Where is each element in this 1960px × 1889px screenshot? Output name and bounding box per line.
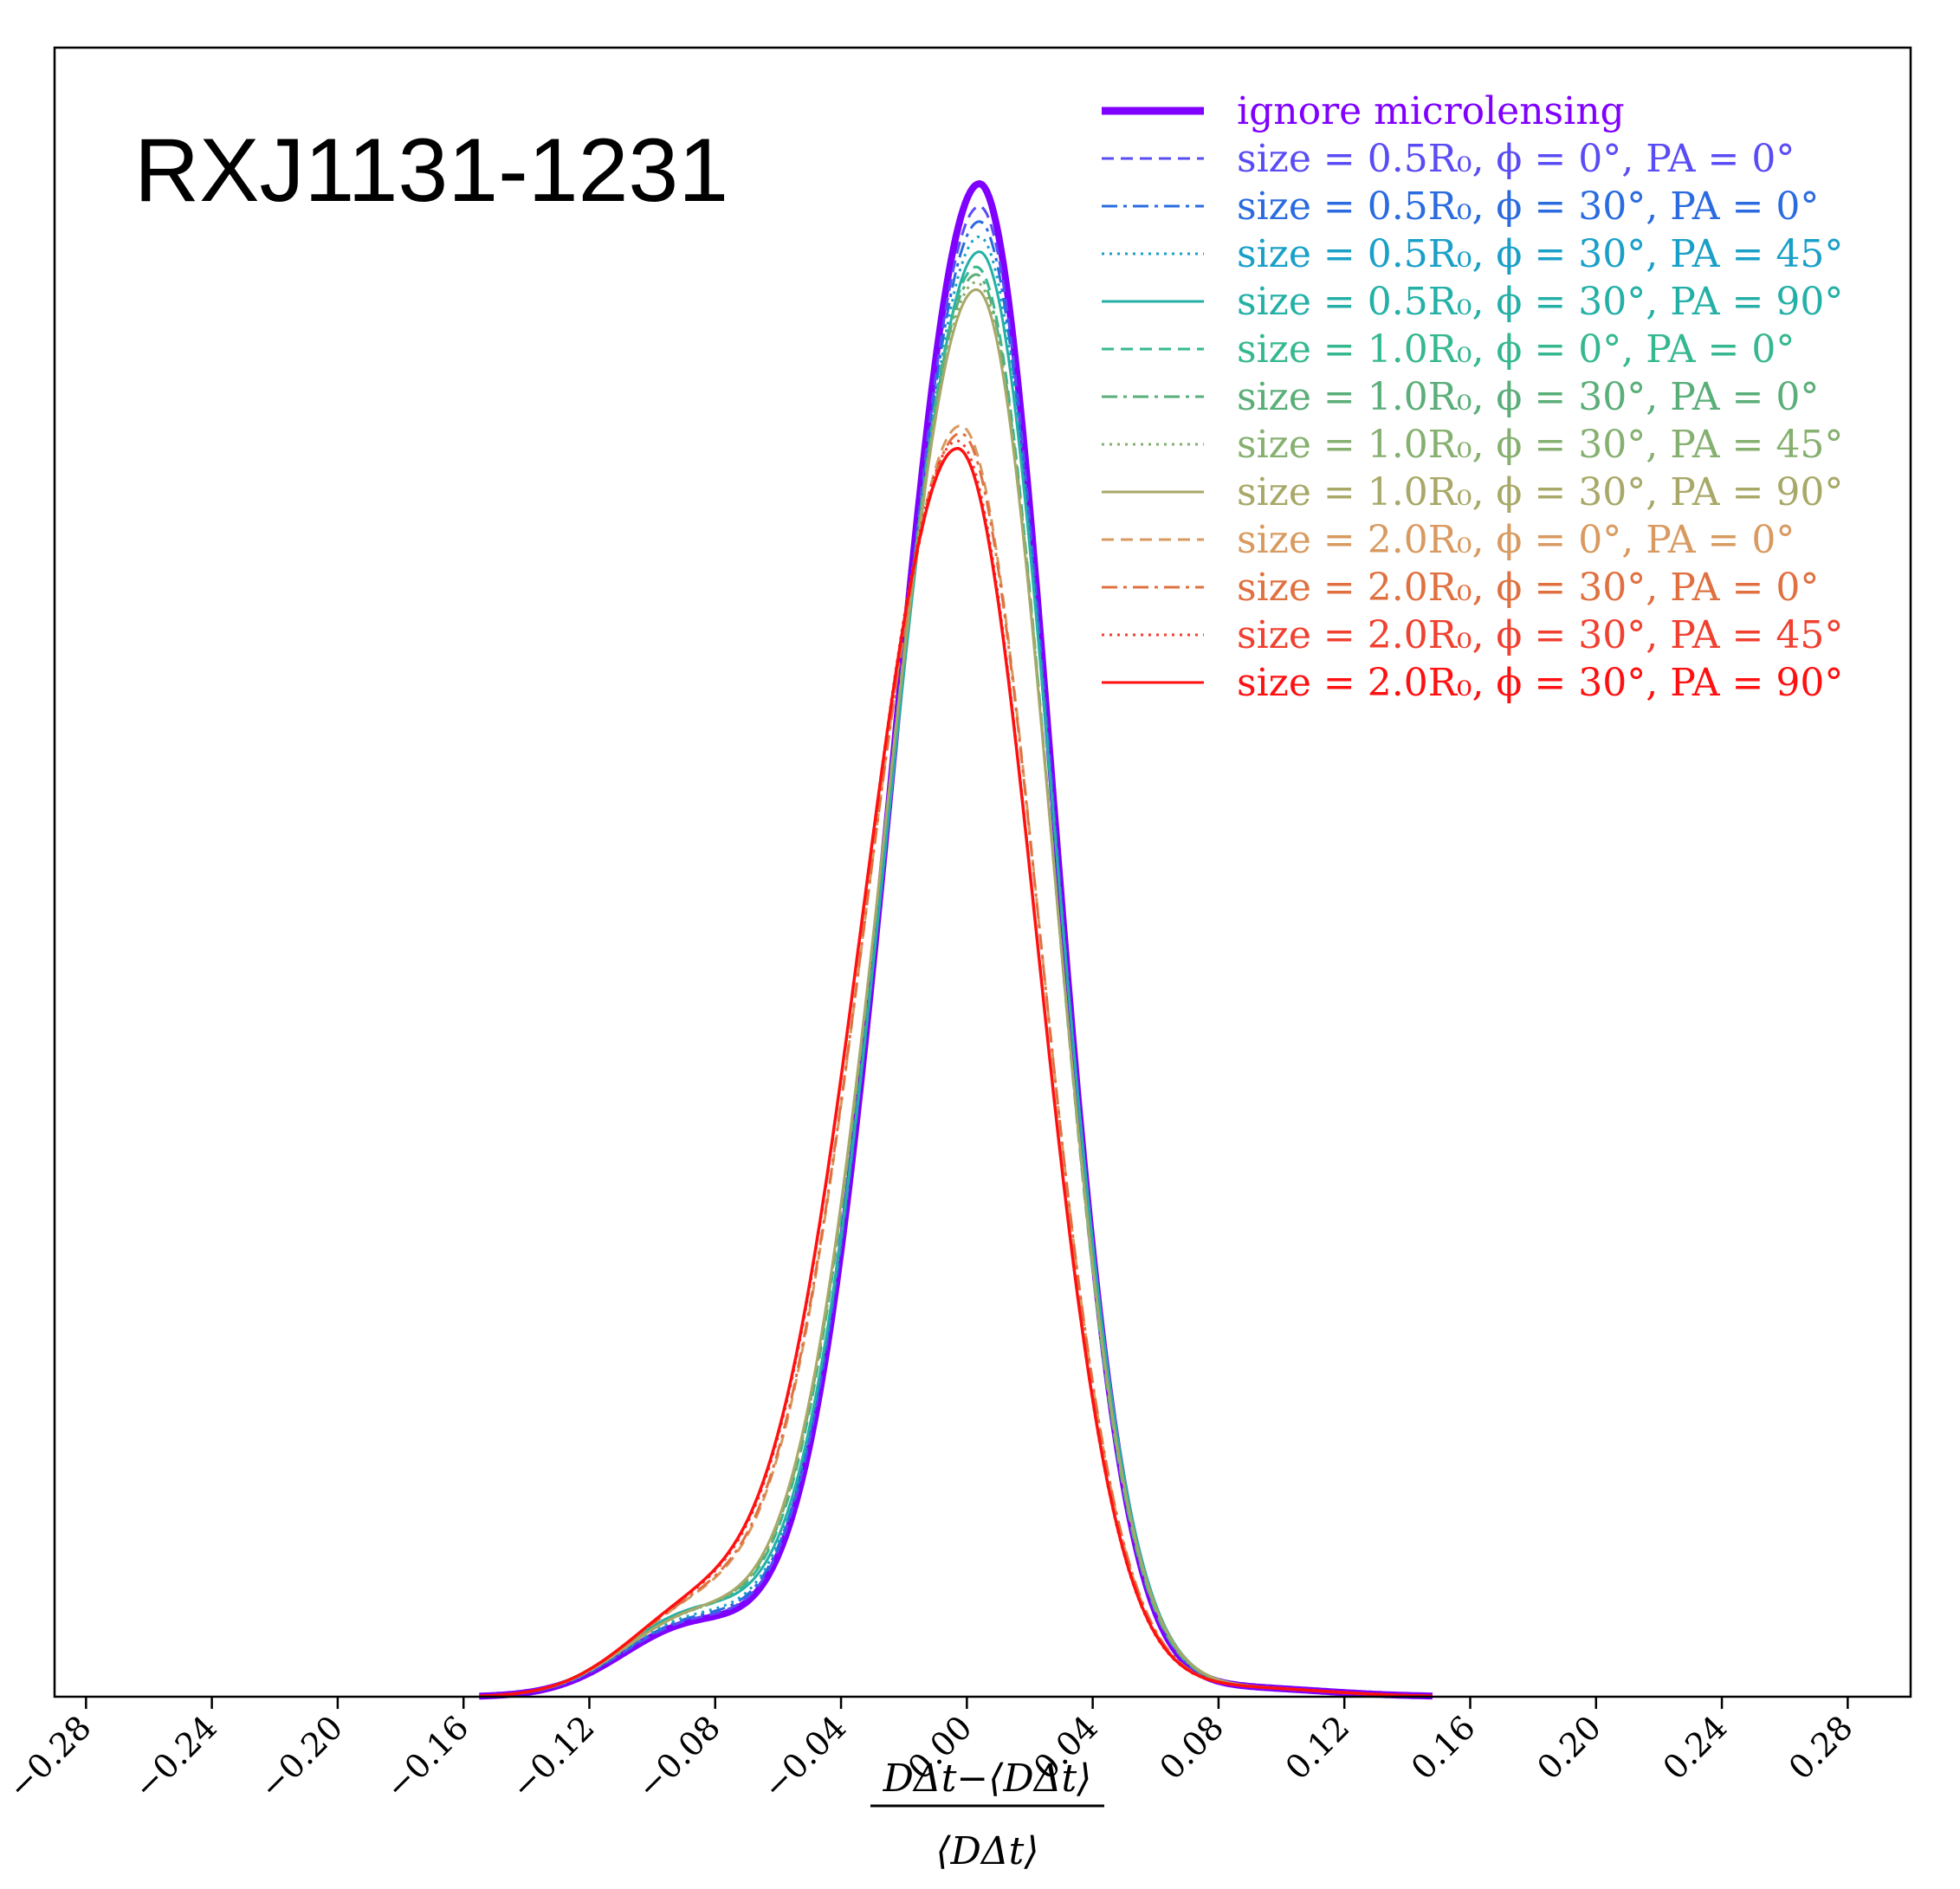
x-axis-label: DΔt−⟨DΔt⟩ ⟨DΔt⟩ bbox=[870, 1756, 1104, 1873]
legend-label: size = 1.0R₀, ϕ = 30°, PA = 0° bbox=[1237, 375, 1819, 419]
legend-label: size = 2.0R₀, ϕ = 0°, PA = 0° bbox=[1237, 518, 1795, 562]
x-axis-label-denominator: ⟨DΔt⟩ bbox=[935, 1829, 1038, 1873]
chart-title: RXJ1131-1231 bbox=[134, 120, 728, 221]
legend-label: size = 0.5R₀, ϕ = 0°, PA = 0° bbox=[1237, 137, 1795, 181]
legend-label: size = 0.5R₀, ϕ = 30°, PA = 45° bbox=[1237, 232, 1843, 276]
series-line bbox=[479, 447, 1433, 1698]
legend-label: size = 0.5R₀, ϕ = 30°, PA = 90° bbox=[1237, 280, 1843, 324]
series-line bbox=[479, 273, 1433, 1698]
legend-label: size = 0.5R₀, ϕ = 30°, PA = 0° bbox=[1237, 184, 1819, 229]
legend-label: size = 2.0R₀, ϕ = 30°, PA = 45° bbox=[1237, 613, 1843, 657]
legend-label: ignore microlensing bbox=[1237, 89, 1625, 133]
legend-label: size = 2.0R₀, ϕ = 30°, PA = 90° bbox=[1237, 661, 1843, 705]
legend-label: size = 1.0R₀, ϕ = 30°, PA = 45° bbox=[1237, 423, 1843, 467]
legend-label: size = 1.0R₀, ϕ = 30°, PA = 90° bbox=[1237, 470, 1843, 514]
plot-frame bbox=[53, 46, 1912, 1698]
x-axis-label-numerator: DΔt−⟨DΔt⟩ bbox=[883, 1756, 1092, 1801]
legend-label: size = 1.0R₀, ϕ = 0°, PA = 0° bbox=[1237, 327, 1795, 372]
legend-label: size = 2.0R₀, ϕ = 30°, PA = 0° bbox=[1237, 566, 1819, 610]
curves-layer bbox=[478, 180, 1434, 1700]
